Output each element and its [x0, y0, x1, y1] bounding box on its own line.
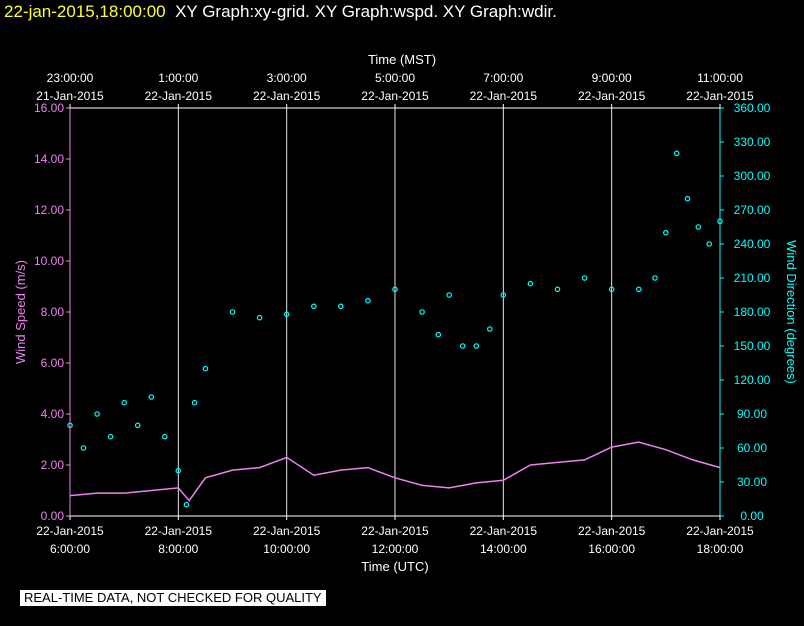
- bottom-tick-time: 18:00:00: [697, 542, 744, 556]
- right-tick-label: 30.00: [737, 475, 767, 489]
- quality-notice: REAL-TIME DATA, NOT CHECKED FOR QUALITY: [20, 590, 326, 606]
- bottom-tick-date: 22-Jan-2015: [686, 524, 754, 538]
- top-tick-time: 9:00:00: [592, 71, 632, 85]
- bottom-tick-time: 16:00:00: [588, 542, 635, 556]
- wind-direction-point: [94, 411, 100, 417]
- left-axis-title: Wind Speed (m/s): [13, 260, 28, 364]
- wind-direction-point: [183, 501, 190, 508]
- left-tick-label: 0.00: [41, 509, 65, 523]
- wind-direction-point: [608, 286, 615, 293]
- left-tick-label: 10.00: [34, 254, 64, 268]
- graph-header: 22-jan-2015,18:00:00 XY Graph:xy-grid. X…: [4, 2, 557, 22]
- right-tick-label: 240.00: [734, 237, 771, 251]
- wind-direction-point: [134, 422, 141, 429]
- bottom-tick-time: 14:00:00: [480, 542, 527, 556]
- wind-direction-point: [652, 275, 658, 281]
- wind-direction-point: [419, 309, 425, 315]
- top-tick-date: 22-Jan-2015: [253, 89, 321, 103]
- left-tick-label: 4.00: [41, 407, 65, 421]
- wind-direction-point: [229, 309, 236, 315]
- wind-direction-point: [673, 150, 680, 157]
- bottom-tick-date: 22-Jan-2015: [253, 524, 321, 538]
- top-tick-date: 22-Jan-2015: [361, 89, 429, 103]
- bottom-tick-date: 22-Jan-2015: [145, 524, 213, 538]
- right-tick-label: 60.00: [737, 441, 767, 455]
- top-tick-time: 7:00:00: [483, 71, 523, 85]
- top-axis-title: Time (MST): [368, 52, 436, 67]
- top-tick-date: 22-Jan-2015: [470, 89, 538, 103]
- left-tick-label: 2.00: [41, 458, 65, 472]
- right-tick-label: 150.00: [734, 339, 771, 353]
- wind-direction-point: [435, 331, 442, 338]
- header-timestamp: 22-jan-2015,18:00:00: [4, 2, 166, 21]
- top-tick-time: 11:00:00: [697, 71, 743, 85]
- wind-direction-point: [684, 195, 691, 202]
- top-tick-time: 5:00:00: [375, 71, 415, 85]
- bottom-axis-title: Time (UTC): [361, 559, 428, 574]
- wind-direction-point: [148, 394, 155, 400]
- right-tick-label: 90.00: [737, 407, 767, 421]
- bottom-tick-date: 22-Jan-2015: [36, 524, 104, 538]
- right-tick-label: 360.00: [734, 101, 771, 115]
- top-tick-date: 21-Jan-2015: [36, 89, 104, 103]
- left-tick-label: 6.00: [41, 356, 65, 370]
- wind-direction-point: [392, 286, 398, 293]
- wind-direction-point: [283, 311, 290, 318]
- wind-direction-point: [459, 343, 466, 349]
- wind-direction-point: [695, 224, 702, 230]
- left-tick-label: 16.00: [34, 101, 64, 115]
- wind-direction-point: [486, 326, 493, 332]
- right-tick-label: 180.00: [734, 305, 771, 319]
- wind-direction-point: [365, 297, 371, 304]
- top-tick-time: 3:00:00: [267, 71, 307, 85]
- wind-direction-point: [121, 399, 128, 406]
- wind-direction-point: [473, 343, 480, 349]
- wind-direction-point: [162, 433, 168, 440]
- wind-direction-point: [310, 303, 317, 310]
- bottom-tick-date: 22-Jan-2015: [361, 524, 429, 538]
- wind-direction-point: [202, 365, 209, 372]
- wind-direction-point: [80, 445, 87, 451]
- wind-direction-point: [107, 433, 114, 440]
- bottom-tick-time: 6:00:00: [50, 542, 90, 556]
- right-tick-label: 0.00: [740, 509, 764, 523]
- header-graph-titles: XY Graph:xy-grid. XY Graph:wspd. XY Grap…: [175, 2, 557, 21]
- top-tick-time: 1:00:00: [158, 71, 198, 85]
- bottom-tick-time: 8:00:00: [158, 542, 198, 556]
- right-axis-title: Wind Direction (degrees): [784, 240, 799, 384]
- wind-direction-point: [337, 303, 344, 310]
- wind-direction-point: [662, 229, 669, 236]
- bottom-tick-date: 22-Jan-2015: [578, 524, 646, 538]
- bottom-tick-time: 12:00:00: [372, 542, 419, 556]
- wind-speed-line: [69, 441, 721, 502]
- right-tick-label: 210.00: [734, 271, 771, 285]
- wind-direction-point: [635, 286, 642, 293]
- top-tick-date: 22-Jan-2015: [686, 89, 754, 103]
- wind-direction-point: [175, 467, 182, 474]
- bottom-tick-date: 22-Jan-2015: [470, 524, 538, 538]
- right-tick-label: 300.00: [734, 169, 771, 183]
- right-tick-label: 330.00: [734, 135, 771, 149]
- wind-direction-point: [527, 280, 534, 287]
- wind-direction-point: [191, 399, 198, 406]
- right-tick-label: 120.00: [734, 373, 771, 387]
- wind-direction-point: [554, 286, 561, 293]
- top-tick-time: 23:00:00: [47, 71, 94, 85]
- left-tick-label: 14.00: [34, 152, 64, 166]
- wind-direction-point: [446, 292, 453, 298]
- left-tick-label: 12.00: [34, 203, 64, 217]
- wind-direction-point: [581, 275, 588, 281]
- top-tick-date: 22-Jan-2015: [145, 89, 213, 103]
- left-tick-label: 8.00: [41, 305, 65, 319]
- top-tick-date: 22-Jan-2015: [578, 89, 646, 103]
- wind-direction-point: [500, 292, 507, 298]
- wind-direction-point: [706, 241, 713, 247]
- right-tick-label: 270.00: [734, 203, 771, 217]
- bottom-tick-time: 10:00:00: [263, 542, 310, 556]
- wind-direction-point: [256, 314, 263, 321]
